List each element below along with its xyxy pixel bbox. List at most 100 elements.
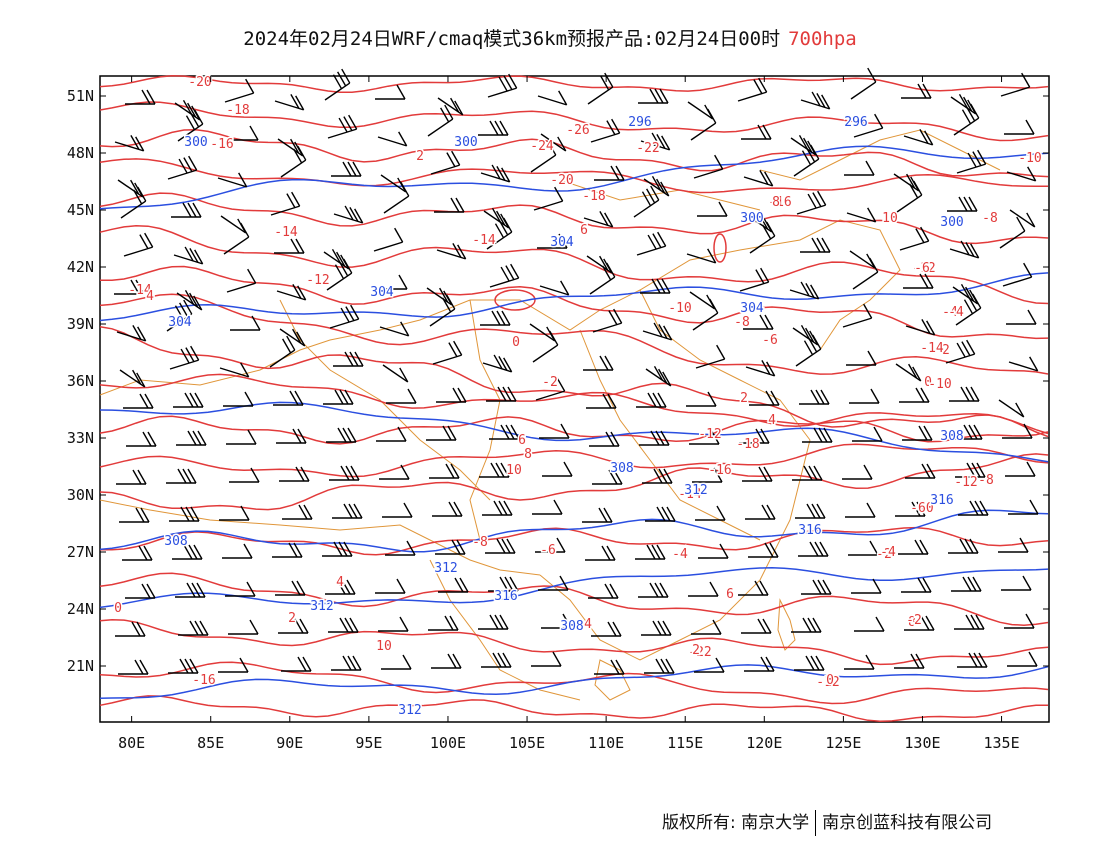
height-label: 312 xyxy=(310,599,333,614)
wind-barb-feather xyxy=(653,365,664,381)
wind-barb-feather xyxy=(654,582,664,598)
height-label: 316 xyxy=(798,523,821,538)
wind-barb-feather xyxy=(974,500,984,516)
height-label: 304 xyxy=(370,285,394,300)
wind-barb-feather xyxy=(921,463,931,479)
temperature-label: -14 xyxy=(274,225,298,240)
wind-barb xyxy=(645,368,672,387)
wind-barb-feather xyxy=(286,193,296,208)
wind-barb-feather xyxy=(609,583,619,599)
wind-barb-feather xyxy=(449,615,459,631)
wind-barb-feather xyxy=(908,363,918,379)
wind-barb xyxy=(793,158,820,177)
wind-barb-feather xyxy=(245,78,255,94)
wind-barb-feather xyxy=(970,103,980,119)
wind-barb xyxy=(537,95,567,106)
wind-barb-feather xyxy=(292,284,302,299)
wind-barb-feather xyxy=(282,338,292,354)
wind-barb-feather xyxy=(340,307,350,323)
temperature-contour xyxy=(99,293,1049,375)
wind-barb-feather xyxy=(398,131,408,147)
wind-barb-feather xyxy=(661,278,671,294)
temperature-contour xyxy=(99,415,1049,445)
wind-barb-feather xyxy=(295,95,305,111)
wind-barb-feather xyxy=(144,232,154,248)
temperature-label: -14 xyxy=(678,487,702,502)
wind-barb-feather xyxy=(659,582,669,598)
wind-barb-feather xyxy=(965,286,975,302)
wind-barb-feather xyxy=(340,465,350,481)
wind-barb xyxy=(174,102,201,121)
temperature-label: -4 xyxy=(880,545,896,560)
wind-barb-feather xyxy=(286,335,296,351)
wind-barb-feather xyxy=(917,577,927,593)
lat-label: 51N xyxy=(67,87,94,105)
wind-barb-feather xyxy=(601,545,611,561)
temperature-label: -4 xyxy=(672,547,688,562)
wind-barb-feather xyxy=(199,620,209,636)
temperature-label: -26 xyxy=(566,123,589,138)
wind-barb-feather xyxy=(915,228,925,243)
wind-barb-feather xyxy=(289,390,299,406)
wind-barb-feather xyxy=(453,501,463,517)
wind-barb-feather xyxy=(179,302,189,318)
wind-barb-feather xyxy=(297,145,307,161)
wind-barb-feather xyxy=(399,616,409,632)
wind-barb-feather xyxy=(491,310,501,326)
temperature-contour xyxy=(99,443,1049,478)
temperature-label: -8 xyxy=(982,211,998,226)
wind-barb-feather xyxy=(563,461,573,477)
wind-barb-feather xyxy=(505,265,515,280)
temperature-label: -10 xyxy=(668,301,691,316)
wind-barb-feather xyxy=(406,540,416,556)
wind-barb-feather xyxy=(494,614,504,630)
wind-barb-feather xyxy=(240,222,250,238)
wind-barb-feather xyxy=(490,462,500,478)
wind-barb-feather xyxy=(182,468,192,484)
wind-barb xyxy=(373,241,403,252)
wind-barb-feather xyxy=(812,334,822,350)
wind-barb-feather xyxy=(926,320,936,336)
temperature-label: -8 xyxy=(978,473,994,488)
wind-barb-feather xyxy=(344,351,354,367)
wind-barb-feather xyxy=(1026,212,1036,228)
wind-barb-feather xyxy=(604,583,614,599)
wind-barb-feather xyxy=(760,267,770,283)
wind-barb-feather xyxy=(347,161,357,177)
wind-barb-feather xyxy=(811,237,821,253)
wind-barb xyxy=(686,253,716,264)
wind-barb-feather xyxy=(141,583,151,599)
wind-barb-feather xyxy=(922,577,932,593)
height-label: 304 xyxy=(168,315,192,330)
wind-barb-feather xyxy=(867,67,877,83)
wind-barb-feather xyxy=(183,299,193,315)
wind-barb-feather xyxy=(295,238,305,254)
temperature-label: -16 xyxy=(768,195,791,210)
wind-barb-feather xyxy=(869,257,879,273)
wind-barb-feather xyxy=(503,75,513,90)
wind-barb-feather xyxy=(761,504,771,520)
wind-barb-feather xyxy=(182,99,193,115)
temperature-contour xyxy=(99,192,1049,245)
wind-barb-feather xyxy=(598,507,608,523)
wind-barb-feather xyxy=(498,76,508,92)
wind-barb-feather xyxy=(716,344,726,360)
wind-barb-feather xyxy=(407,388,417,404)
wind-barb-feather xyxy=(547,140,557,156)
wind-barb-feather xyxy=(803,137,813,153)
lat-label: 39N xyxy=(67,315,94,333)
wind-barb-feather xyxy=(965,614,975,630)
wind-barb-feather xyxy=(975,614,985,630)
lon-label: 125E xyxy=(825,734,861,752)
wind-barb-feather xyxy=(496,310,506,326)
temperature-label: 4 xyxy=(336,575,344,590)
wind-barb-feather xyxy=(759,214,769,230)
wind-barb-feather xyxy=(244,391,254,407)
wind-barb-feather xyxy=(753,79,763,94)
temperature-label: -2 xyxy=(906,613,922,628)
wind-barb-feather xyxy=(815,655,825,671)
wind-barb-feather xyxy=(968,424,978,440)
wind-barb-feather xyxy=(509,576,519,592)
lon-label: 80E xyxy=(118,734,145,752)
wind-barb-feather xyxy=(923,425,933,441)
